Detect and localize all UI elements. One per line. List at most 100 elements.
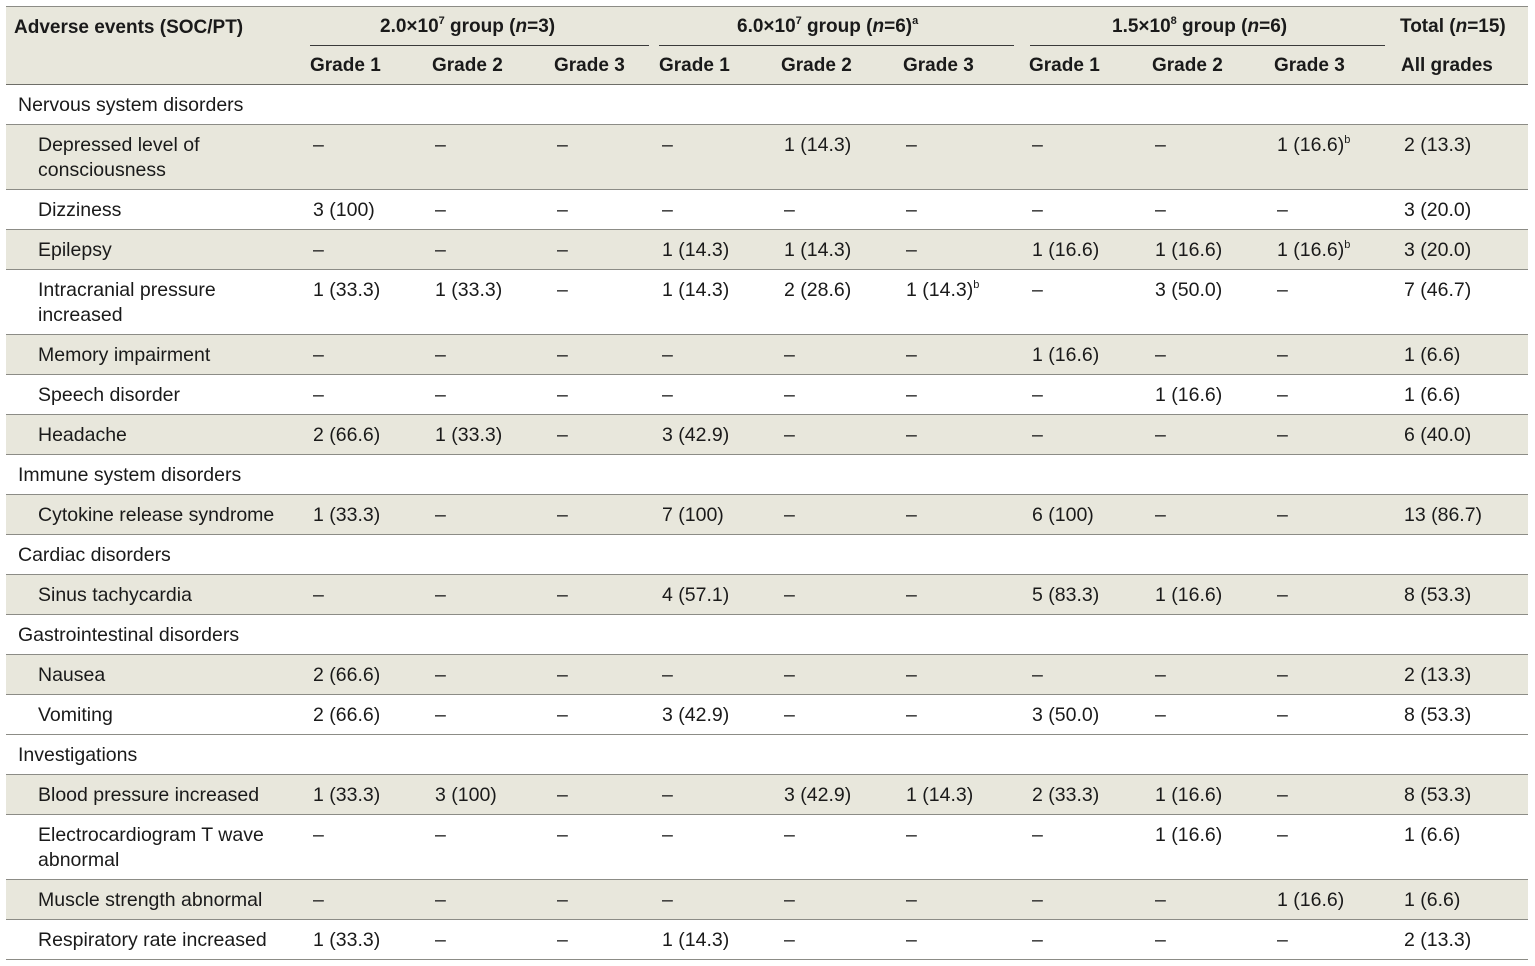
grade-cell: –: [435, 824, 446, 846]
grade-cell: 3 (42.9): [784, 784, 852, 806]
grade-cell: –: [557, 704, 568, 726]
total-header: Total (n=15): [1400, 16, 1506, 37]
grade-cell: 1 (16.6): [1155, 239, 1223, 261]
grade-cell: –: [662, 784, 673, 806]
grade-cell: –: [906, 824, 917, 846]
total-cell: 3 (20.0): [1404, 239, 1472, 261]
grade-cell: –: [557, 584, 568, 606]
grade-cell: –: [313, 584, 324, 606]
grade-cell: –: [313, 824, 324, 846]
grade-cell: –: [435, 384, 446, 406]
grade-cell: 6 (100): [1032, 504, 1094, 526]
grade-cell: –: [557, 929, 568, 951]
group-1-rule: [310, 45, 649, 46]
grade-cell: –: [1277, 384, 1288, 406]
grade-cell: 1 (14.3): [784, 134, 852, 156]
event-label: Muscle strength abnormal: [38, 889, 263, 911]
grade-cell: 1 (14.3)b: [906, 279, 980, 301]
grade-cell: –: [784, 344, 795, 366]
grade-cell: –: [1032, 279, 1043, 301]
grade-cell: –: [906, 504, 917, 526]
grade-cell: –: [784, 704, 795, 726]
grade-cell: –: [1032, 929, 1043, 951]
total-cell: 2 (13.3): [1404, 664, 1472, 686]
grade-cell: 1 (16.6)b: [1277, 134, 1351, 156]
grade-cell: 1 (16.6): [1155, 584, 1223, 606]
grade-cell: –: [557, 134, 568, 156]
total-cell: 2 (13.3): [1404, 929, 1472, 951]
grade-cell: 3 (100): [313, 199, 375, 221]
grade-cell: 1 (14.3): [662, 929, 730, 951]
table-row: Intracranial pressure increased 1 (33.3) 1…: [6, 270, 1528, 335]
grade-cell: –: [662, 344, 673, 366]
grade-cell: –: [1277, 664, 1288, 686]
grade-cell: 1 (16.6): [1032, 239, 1100, 261]
total-cell: 1 (6.6): [1404, 889, 1461, 911]
grade-cell: –: [1277, 584, 1288, 606]
table-row: Nausea 2 (66.6) – – – – – – – – 2 (13.3): [6, 655, 1528, 695]
grade-header: Grade 2: [1152, 55, 1223, 76]
soc-row: Gastrointestinal disorders: [6, 615, 1528, 655]
grade-cell: –: [557, 344, 568, 366]
footnote-marker: b: [973, 279, 980, 291]
all-grades-header: All grades: [1401, 55, 1493, 76]
grade-cell: –: [557, 239, 568, 261]
grade-cell: –: [1032, 824, 1043, 846]
grade-cell: 1 (33.3): [313, 929, 381, 951]
grade-cell: –: [557, 664, 568, 686]
table-row: Blood pressure increased 1 (33.3) 3 (100) –…: [6, 775, 1528, 815]
grade-header: Grade 3: [554, 55, 625, 76]
event-label: Speech disorder: [38, 384, 181, 406]
grade-cell: –: [557, 199, 568, 221]
grade-cell: –: [313, 384, 324, 406]
footnote-marker: b: [1344, 239, 1351, 251]
group-2-rule: [659, 45, 1014, 46]
group-2-header: 6.0×107 group (n=6)a: [737, 15, 919, 38]
grade-cell: 1 (16.6): [1155, 384, 1223, 406]
soc-label: Gastrointestinal disorders: [18, 624, 240, 646]
grade-header: Grade 2: [432, 55, 503, 76]
grade-cell: –: [1155, 199, 1166, 221]
grade-cell: –: [435, 929, 446, 951]
grade-cell: 1 (16.6): [1032, 344, 1100, 366]
event-label: Cytokine release syndrome: [38, 504, 275, 526]
event-column-header: Adverse events (SOC/PT): [14, 17, 244, 38]
grade-cell: 1 (16.6): [1277, 889, 1345, 911]
grade-cell: 7 (100): [662, 504, 724, 526]
grade-cell: –: [784, 424, 795, 446]
grade-cell: –: [557, 784, 568, 806]
grade-cell: 3 (100): [435, 784, 497, 806]
table-row: Respiratory rate increased 1 (33.3) – – 1 (1…: [6, 920, 1528, 960]
grade-cell: –: [784, 504, 795, 526]
grade-cell: –: [1032, 424, 1043, 446]
total-cell: 8 (53.3): [1404, 704, 1472, 726]
grade-cell: –: [1277, 344, 1288, 366]
grade-header: Grade 1: [310, 55, 381, 76]
grade-cell: –: [1032, 889, 1043, 911]
grade-cell: –: [1155, 889, 1166, 911]
grade-cell: –: [1277, 199, 1288, 221]
grade-cell: 5 (83.3): [1032, 584, 1100, 606]
grade-cell: –: [1277, 784, 1288, 806]
grade-cell: –: [662, 824, 673, 846]
grade-cell: –: [313, 134, 324, 156]
grade-cell: –: [1155, 424, 1166, 446]
event-label: Sinus tachycardia: [38, 584, 192, 606]
table-row: Epilepsy – – – 1 (14.3) 1 (14.3) – 1 (16.6) 1 (1…: [6, 230, 1528, 270]
grade-header: Grade 1: [1029, 55, 1100, 76]
grade-cell: –: [1277, 279, 1288, 301]
grade-cell: –: [906, 664, 917, 686]
grade-cell: –: [435, 344, 446, 366]
event-label: Epilepsy: [38, 239, 112, 261]
grade-cell: –: [435, 664, 446, 686]
grade-cell: –: [557, 424, 568, 446]
grade-cell: –: [662, 664, 673, 686]
grade-cell: –: [435, 239, 446, 261]
event-label: Intracranial pressure increased: [38, 279, 216, 326]
soc-label: Investigations: [18, 744, 138, 766]
table-row: Headache 2 (66.6) 1 (33.3) – 3 (42.9) – – – – – 6 …: [6, 415, 1528, 455]
grade-cell: –: [435, 584, 446, 606]
total-cell: 8 (53.3): [1404, 784, 1472, 806]
grade-cell: –: [1155, 504, 1166, 526]
table-row: Muscle strength abnormal – – – – – – – – 1 (16.6)…: [6, 880, 1528, 920]
